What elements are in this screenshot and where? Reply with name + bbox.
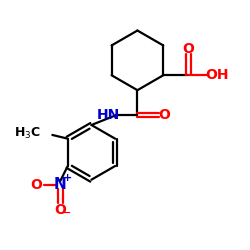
Text: OH: OH xyxy=(206,68,229,82)
Text: H$_3$C: H$_3$C xyxy=(14,126,41,141)
Text: HN: HN xyxy=(97,108,120,122)
Text: O: O xyxy=(30,178,42,192)
Text: N: N xyxy=(54,177,67,192)
Text: O: O xyxy=(54,203,66,217)
Text: O: O xyxy=(182,42,194,56)
Text: −: − xyxy=(60,207,71,220)
Text: +: + xyxy=(62,174,72,184)
Text: O: O xyxy=(158,108,170,122)
